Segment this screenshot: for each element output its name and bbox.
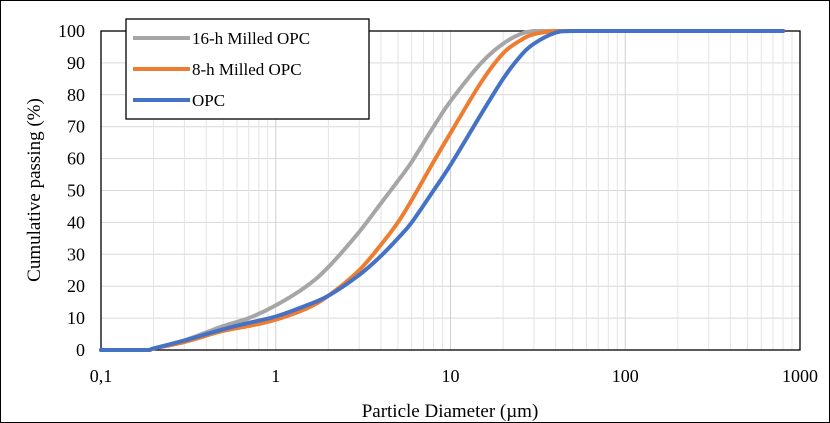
y-tick-label: 20: [67, 276, 85, 296]
y-axis-title: Cumulative passing (%): [24, 98, 45, 282]
y-tick-label: 60: [67, 149, 85, 169]
y-tick-label: 80: [67, 85, 85, 105]
x-tick-label: 1: [271, 366, 280, 386]
y-tick-label: 10: [67, 308, 85, 328]
plot-area-frame: [100, 30, 801, 351]
x-tick-label: 100: [612, 366, 639, 386]
y-tick-label: 100: [58, 21, 85, 41]
y-tick-label: 0: [76, 340, 85, 360]
x-tick-label: 1000: [782, 366, 818, 386]
tick-labels: 0 10 20 30 40 50 60 70 80 90 100 0,1 1 10 100 1000: [58, 21, 818, 386]
y-tick-label: 50: [67, 181, 85, 201]
x-axis-title: Particle Diameter (µm): [362, 401, 539, 422]
legend-label-opc: OPC: [192, 91, 225, 110]
legend-label-16-h-milled-opc: 16-h Milled OPC: [192, 29, 310, 48]
legend: 16-h Milled OPC 8-h Milled OPC OPC: [125, 18, 370, 120]
series-line-opc: [99, 28, 786, 352]
legend-label-8-h-milled-opc: 8-h Milled OPC: [192, 60, 302, 79]
y-tick-label: 40: [67, 212, 85, 232]
y-tick-label: 90: [67, 53, 85, 73]
x-tick-label: 10: [442, 366, 460, 386]
x-tick-label: 0,1: [90, 366, 113, 386]
y-tick-label: 30: [67, 244, 85, 264]
series-lines: [99, 28, 786, 352]
y-tick-label: 70: [67, 117, 85, 137]
